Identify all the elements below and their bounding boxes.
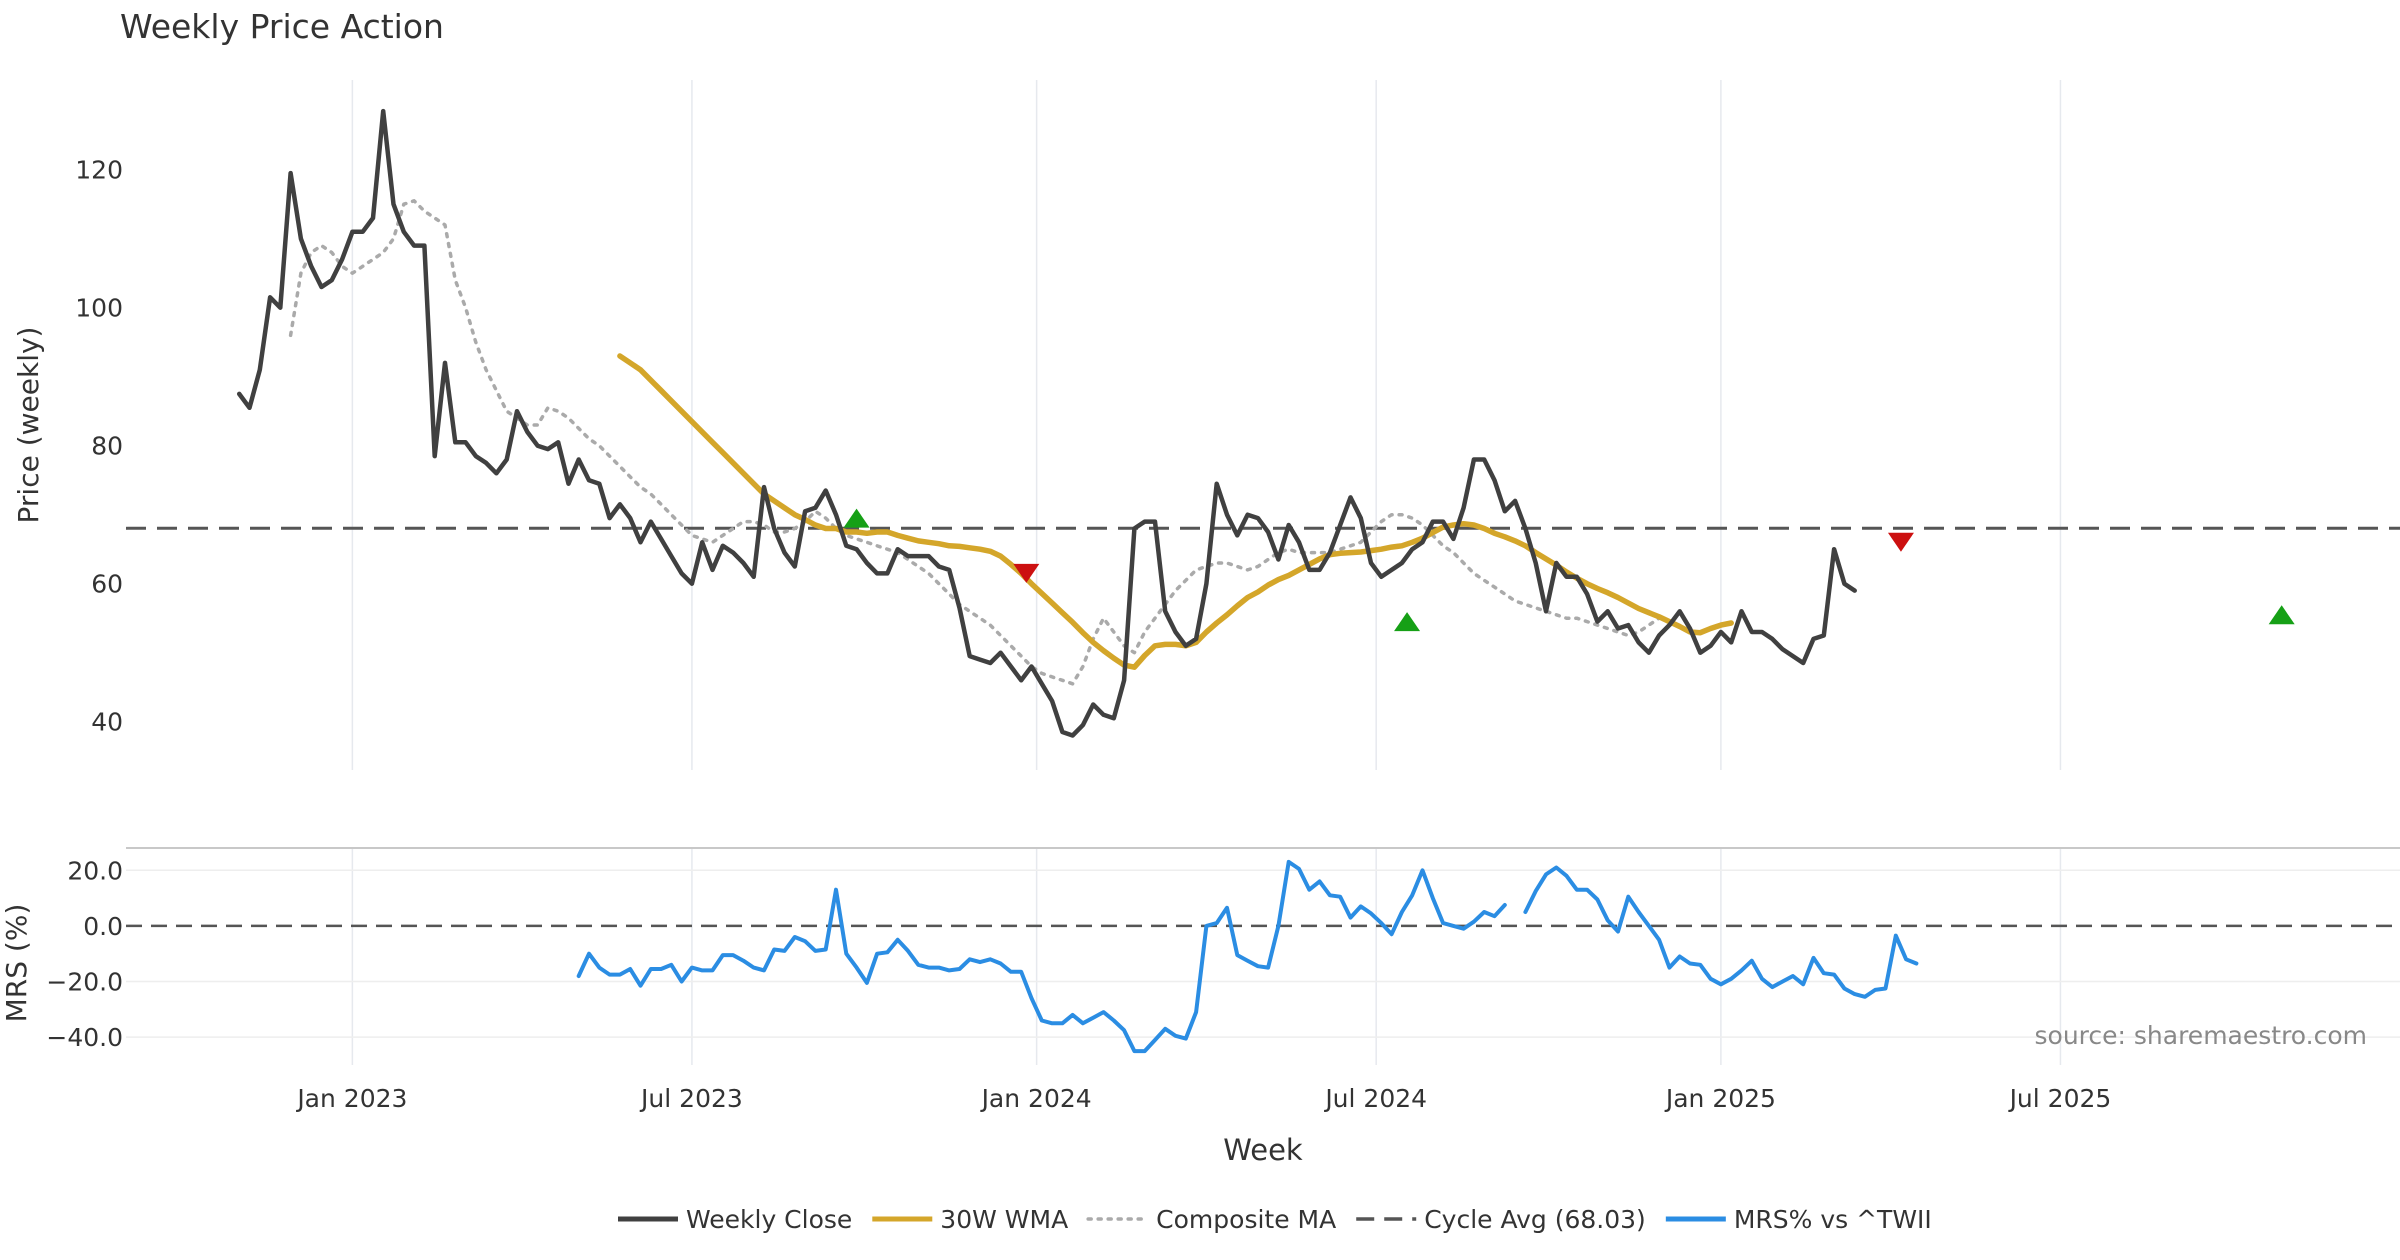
price-y-tick-label: 80 xyxy=(91,432,123,461)
buy-signal-marker xyxy=(843,508,870,528)
price-axes: Jan 2023 Jul 2023 Jan 2024 Jul 2024 Jan 2025… xyxy=(75,156,2400,1113)
x-tick-label: Jul 2023 xyxy=(639,1084,743,1113)
mrs-y-tick-label: 0.0 xyxy=(83,912,123,941)
mrs-axes: 20.0 0.0 −20.0 −40.0 xyxy=(46,856,2400,1052)
series-line-mrs xyxy=(576,859,1919,1054)
x-tick-label: Jul 2025 xyxy=(2008,1084,2112,1113)
chart-title: Weekly Price Action xyxy=(120,7,444,46)
series-line-close xyxy=(236,108,1857,738)
mrs-lines xyxy=(576,859,1919,1054)
price-y-tick-label: 40 xyxy=(91,708,123,737)
legend: Weekly Close 30W WMA Composite MA Cycle Avg… xyxy=(618,1205,1932,1234)
buy-signal-marker xyxy=(1394,612,1421,632)
mrs-y-tick-label: 20.0 xyxy=(67,856,123,885)
legend-label-composite: Composite MA xyxy=(1156,1205,1336,1234)
mrs-y-tick-label: −20.0 xyxy=(46,968,123,997)
x-axis-label: Week xyxy=(1223,1133,1303,1167)
x-tick-label: Jan 2024 xyxy=(980,1084,1092,1113)
price-y-tick-label: 60 xyxy=(91,570,123,599)
sell-signal-marker xyxy=(1013,563,1040,583)
mrs-grid xyxy=(126,847,2400,1065)
price-y-tick-label: 120 xyxy=(75,156,123,185)
legend-label-close: Weekly Close xyxy=(686,1205,852,1234)
price-lines xyxy=(236,108,1857,738)
buy-signal-marker xyxy=(2268,605,2295,625)
source-note: source: sharemaestro.com xyxy=(2035,1021,2368,1050)
legend-label-cycle: Cycle Avg (68.03) xyxy=(1424,1205,1646,1234)
legend-label-mrs: MRS% vs ^TWII xyxy=(1734,1205,1932,1234)
x-tick-label: Jan 2023 xyxy=(295,1084,407,1113)
x-tick-label: Jul 2024 xyxy=(1323,1084,1427,1113)
sell-signal-marker xyxy=(1887,532,1914,552)
legend-label-wma: 30W WMA xyxy=(940,1205,1068,1234)
price-y-axis-label: Price (weekly) xyxy=(12,327,45,524)
price-y-tick-label: 100 xyxy=(75,294,123,323)
x-tick-label: Jan 2025 xyxy=(1664,1084,1776,1113)
signal-markers xyxy=(843,508,2295,632)
mrs-y-tick-label: −40.0 xyxy=(46,1023,123,1052)
mrs-y-axis-label: MRS (%) xyxy=(0,904,33,1023)
